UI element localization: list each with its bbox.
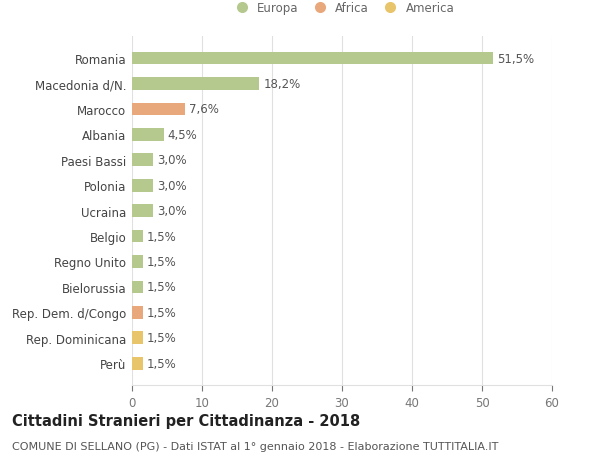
Bar — [132, 78, 259, 90]
Bar — [132, 230, 143, 243]
Legend: Europa, Africa, America: Europa, Africa, America — [225, 0, 459, 20]
Text: 1,5%: 1,5% — [146, 281, 176, 294]
Bar — [132, 281, 143, 294]
Text: COMUNE DI SELLANO (PG) - Dati ISTAT al 1° gennaio 2018 - Elaborazione TUTTITALIA: COMUNE DI SELLANO (PG) - Dati ISTAT al 1… — [12, 441, 499, 451]
Bar — [132, 357, 143, 369]
Bar — [132, 205, 153, 218]
Text: 18,2%: 18,2% — [263, 78, 301, 91]
Text: 1,5%: 1,5% — [146, 255, 176, 269]
Bar — [132, 154, 153, 167]
Text: 1,5%: 1,5% — [146, 357, 176, 370]
Text: 1,5%: 1,5% — [146, 331, 176, 344]
Text: 1,5%: 1,5% — [146, 306, 176, 319]
Bar — [132, 332, 143, 344]
Text: 3,0%: 3,0% — [157, 154, 187, 167]
Text: 4,5%: 4,5% — [168, 129, 197, 141]
Text: Cittadini Stranieri per Cittadinanza - 2018: Cittadini Stranieri per Cittadinanza - 2… — [12, 413, 360, 428]
Bar — [132, 306, 143, 319]
Bar — [132, 53, 493, 65]
Text: 51,5%: 51,5% — [497, 52, 534, 65]
Bar — [132, 179, 153, 192]
Bar — [132, 103, 185, 116]
Text: 3,0%: 3,0% — [157, 179, 187, 192]
Bar — [132, 256, 143, 268]
Text: 3,0%: 3,0% — [157, 205, 187, 218]
Text: 1,5%: 1,5% — [146, 230, 176, 243]
Bar — [132, 129, 163, 141]
Text: 7,6%: 7,6% — [190, 103, 219, 116]
